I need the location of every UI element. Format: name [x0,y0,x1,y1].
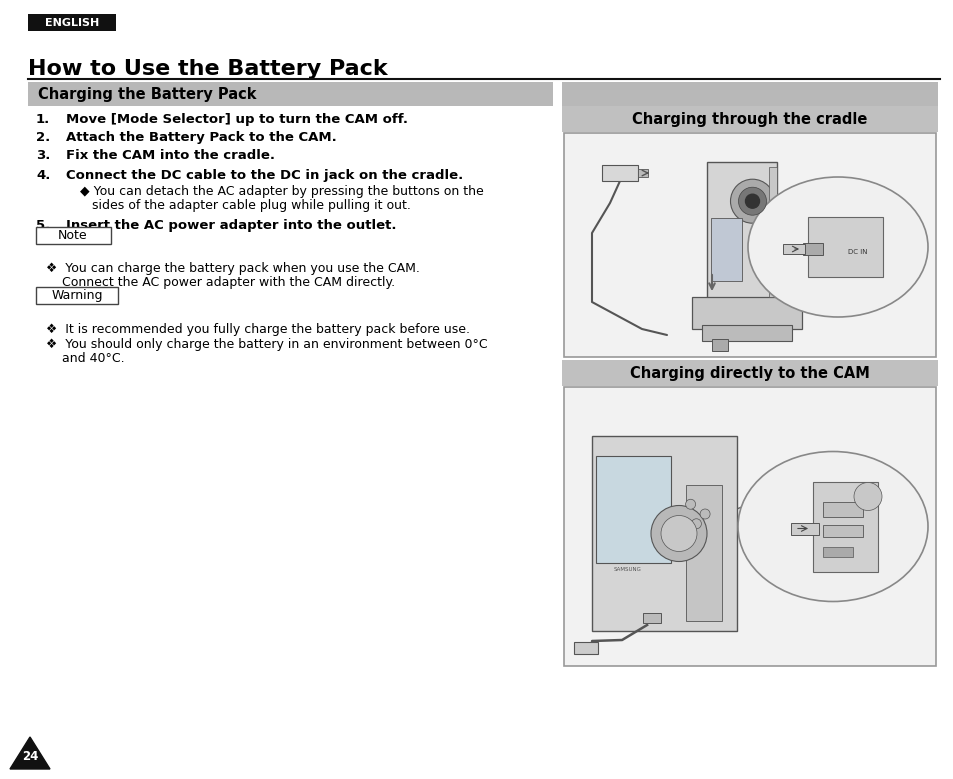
Bar [822,524,862,537]
Bar [711,339,727,351]
Circle shape [853,482,882,510]
Text: Note: Note [58,229,88,242]
Text: sides of the adapter cable plug while pulling it out.: sides of the adapter cable plug while pu… [80,199,411,212]
Text: ❖  You should only charge the battery in an environment between 0°C: ❖ You should only charge the battery in … [46,338,487,351]
Bar [36,287,118,304]
Text: Attach the Battery Pack to the CAM.: Attach the Battery Pack to the CAM. [66,131,336,144]
Circle shape [730,179,774,224]
Text: 3.: 3. [36,149,51,162]
Bar [561,82,937,106]
Text: 4.: 4. [36,169,51,182]
Bar [701,325,791,341]
Bar [28,14,116,31]
Text: Insert the AC power adapter into the outlet.: Insert the AC power adapter into the out… [66,219,396,232]
Text: Charging directly to the CAM: Charging directly to the CAM [629,365,869,380]
Bar [563,133,935,357]
Text: SAMSUNG: SAMSUNG [613,566,641,572]
Bar [601,165,638,181]
Text: 24: 24 [22,750,38,763]
Bar [782,244,804,254]
Bar [561,360,937,386]
Text: ❖  It is recommended you fully charge the battery pack before use.: ❖ It is recommended you fully charge the… [46,323,470,336]
Bar [802,243,822,255]
Text: Warning: Warning [51,289,103,302]
Ellipse shape [738,452,927,601]
Bar [685,485,721,621]
Circle shape [738,187,765,215]
Bar [691,297,801,329]
Bar [822,502,862,516]
Circle shape [691,519,700,529]
Circle shape [744,194,759,208]
Text: Move [Mode Selector] up to turn the CAM off.: Move [Mode Selector] up to turn the CAM … [66,113,408,126]
Text: Connect the DC cable to the DC in jack on the cradle.: Connect the DC cable to the DC in jack o… [66,169,463,182]
Text: Charging through the cradle: Charging through the cradle [632,111,867,126]
Bar [574,642,598,654]
Bar [28,82,553,106]
Bar [768,167,776,297]
Text: Fix the CAM into the cradle.: Fix the CAM into the cradle. [66,149,274,162]
Bar [710,218,741,281]
Bar [822,547,852,556]
Bar [596,456,671,562]
Text: Charging the Battery Pack: Charging the Battery Pack [38,86,256,101]
Bar [790,523,818,534]
Text: ◆ You can detach the AC adapter by pressing the buttons on the: ◆ You can detach the AC adapter by press… [80,185,483,198]
Ellipse shape [747,177,927,317]
Bar [706,162,776,302]
Text: 1.: 1. [36,113,51,126]
Circle shape [700,509,709,519]
Text: ENGLISH: ENGLISH [45,17,99,27]
Text: How to Use the Battery Pack: How to Use the Battery Pack [28,59,387,79]
Bar [563,387,935,666]
Circle shape [685,499,695,509]
Bar [807,217,882,277]
Bar [561,106,937,132]
Circle shape [660,516,697,552]
Circle shape [650,506,706,562]
Text: ❖  You can charge the battery pack when you use the CAM.: ❖ You can charge the battery pack when y… [46,262,419,275]
Bar [592,436,737,631]
Text: 2.: 2. [36,131,51,144]
Bar [36,227,111,244]
Polygon shape [10,737,50,769]
Text: and 40°C.: and 40°C. [46,352,125,365]
Text: Connect the AC power adapter with the CAM directly.: Connect the AC power adapter with the CA… [46,276,395,289]
Bar [638,169,647,177]
Text: 5.: 5. [36,219,51,232]
Text: DC IN: DC IN [847,249,866,255]
Bar [812,481,877,572]
Bar [642,613,660,623]
